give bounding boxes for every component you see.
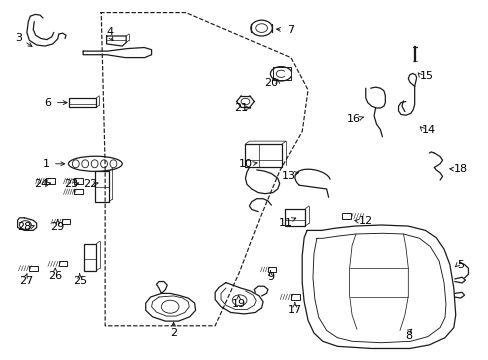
- Text: 16: 16: [346, 114, 360, 124]
- Text: 19: 19: [231, 299, 245, 309]
- Bar: [84, 244, 96, 271]
- Text: 1: 1: [43, 159, 50, 169]
- Text: 28: 28: [17, 222, 32, 232]
- Text: 17: 17: [287, 305, 301, 315]
- Text: 26: 26: [48, 271, 62, 282]
- Text: 3: 3: [15, 33, 22, 43]
- Bar: [284, 209, 305, 226]
- Text: 2: 2: [170, 328, 177, 338]
- Text: 21: 21: [234, 103, 247, 113]
- Text: 24: 24: [34, 179, 49, 189]
- Text: 29: 29: [50, 222, 65, 232]
- Text: 13: 13: [281, 171, 295, 181]
- Text: 10: 10: [239, 159, 252, 169]
- Bar: [245, 144, 282, 167]
- Bar: [69, 98, 96, 107]
- Bar: [74, 178, 83, 184]
- Text: 14: 14: [422, 125, 435, 135]
- Text: 15: 15: [419, 71, 432, 81]
- Text: 4: 4: [106, 27, 113, 37]
- Text: 5: 5: [456, 260, 463, 270]
- Bar: [95, 171, 109, 202]
- Bar: [74, 189, 83, 194]
- Text: 9: 9: [266, 272, 273, 282]
- Text: 11: 11: [279, 218, 292, 228]
- Bar: [46, 178, 55, 184]
- Text: 27: 27: [19, 276, 33, 286]
- Bar: [59, 261, 67, 266]
- Text: 12: 12: [358, 216, 372, 226]
- Bar: [29, 266, 38, 271]
- Bar: [290, 294, 299, 300]
- Text: 20: 20: [264, 78, 278, 88]
- Text: 6: 6: [44, 98, 51, 108]
- Bar: [272, 67, 291, 80]
- Text: 8: 8: [404, 330, 411, 341]
- Text: 22: 22: [83, 179, 98, 189]
- Text: 23: 23: [64, 179, 78, 189]
- Text: 25: 25: [73, 276, 86, 286]
- Bar: [267, 267, 275, 272]
- Text: 7: 7: [287, 24, 294, 35]
- Bar: [61, 219, 70, 224]
- Text: 18: 18: [453, 164, 467, 174]
- Bar: [342, 213, 350, 219]
